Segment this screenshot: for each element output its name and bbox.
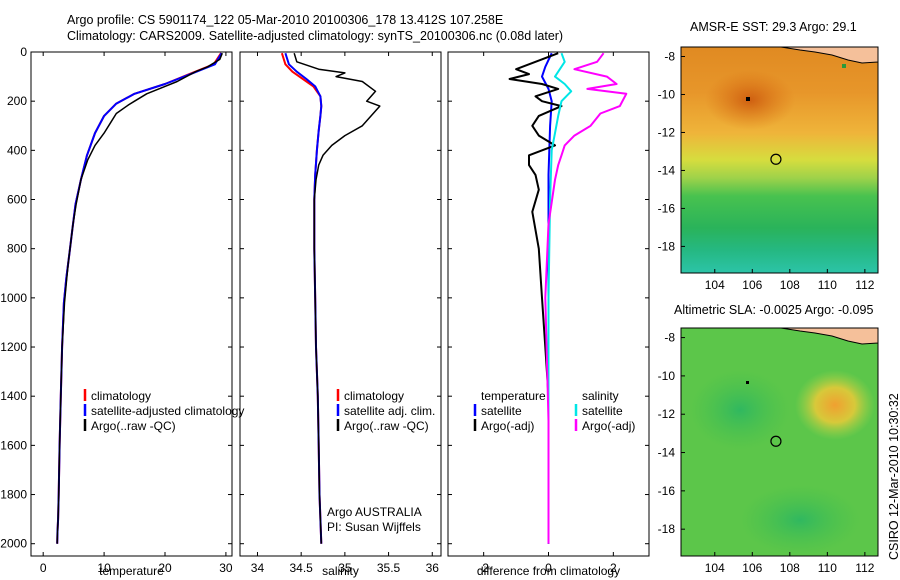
x-tick-label: 34 [251, 561, 265, 575]
x-tick-label: -2 [478, 561, 489, 575]
sla-low-patch-1 [690, 370, 790, 450]
profile-title-line2: Climatology: CARS2009. Satellite-adjuste… [67, 29, 564, 43]
map-y-tick-label: -18 [658, 239, 676, 253]
sst-land [780, 47, 878, 64]
map-x-tick-label: 112 [855, 561, 874, 575]
series-line-argo-raw-qc- [293, 52, 381, 544]
profile-location-marker [770, 435, 782, 447]
series-line-argo-raw-qc- [56, 52, 223, 544]
sst-pixel [842, 64, 846, 68]
annotation-text: PI: Susan Wijffels [327, 520, 421, 534]
annotation-text: Argo AUSTRALIA [327, 505, 422, 519]
x-tick-label: 20 [158, 561, 172, 575]
x-axis-label: difference from climatology [477, 564, 620, 578]
x-tick-label: 34.5 [289, 561, 313, 575]
legend-entry: Argo(-adj) [481, 419, 534, 433]
map-frame [680, 46, 879, 274]
map-y-tick-label: -18 [658, 522, 676, 536]
series-line-satellite [547, 52, 573, 544]
map-frame [680, 327, 879, 557]
map-x-tick-label: 108 [780, 561, 800, 575]
profile-location-marker [770, 153, 782, 165]
sla-high-patch [795, 370, 875, 440]
x-tick-label: 36 [426, 561, 440, 575]
y-tick-label: 400 [7, 143, 27, 157]
legend-entry: satellite [481, 404, 522, 418]
y-tick-label: 200 [7, 94, 27, 108]
map-x-tick-label: 110 [818, 561, 837, 575]
x-tick-label: 35.5 [377, 561, 401, 575]
legend-entry: climatology [344, 389, 404, 403]
legend-entry: Argo(..raw -QC) [91, 419, 176, 433]
sla-map-title: Altimetric SLA: -0.0025 Argo: -0.095 [674, 303, 874, 317]
x-axis-label: salinity [322, 564, 359, 578]
x-tick-label: 2 [610, 561, 617, 575]
map-y-tick-label: -16 [658, 201, 676, 215]
series-line-argo-adj- [544, 52, 628, 544]
sla-land [780, 328, 878, 345]
legend-entry: satellite adj. clim. [344, 404, 435, 418]
sla-map [681, 328, 878, 556]
series-line-climatology [56, 52, 222, 544]
x-tick-label: 10 [97, 561, 111, 575]
y-tick-label: 800 [7, 242, 27, 256]
sst-island [746, 97, 750, 101]
map-x-tick-label: 106 [742, 278, 762, 292]
profile-title-line1: Argo profile: CS 5901174_122 05-Mar-2010… [67, 13, 504, 27]
map-x-tick-label: 104 [705, 278, 725, 292]
y-tick-label: 1800 [0, 488, 27, 502]
y-tick-label: 1200 [0, 340, 27, 354]
y-tick-label: 1000 [0, 291, 27, 305]
x-tick-label: 0 [40, 561, 47, 575]
legend-entry: climatology [91, 389, 151, 403]
map-x-tick-label: 108 [780, 278, 800, 292]
series-line-satellite [541, 52, 553, 544]
map-y-tick-label: -8 [664, 49, 675, 63]
legend-entry: satellite [582, 404, 623, 418]
legend-entry: temperature [481, 389, 546, 403]
y-tick-label: 600 [7, 193, 27, 207]
x-axis-label: temperature [99, 564, 164, 578]
map-x-tick-label: 110 [818, 278, 837, 292]
x-tick-label: 35 [338, 561, 352, 575]
map-y-tick-label: -14 [658, 163, 676, 177]
legend-entry: salinity [582, 389, 619, 403]
map-y-tick-label: -8 [664, 331, 675, 345]
map-x-tick-label: 106 [742, 561, 762, 575]
legend-entry: Argo(-adj) [582, 419, 635, 433]
y-tick-label: 0 [20, 45, 27, 59]
map-y-tick-label: -16 [658, 484, 676, 498]
legend-entry: Argo(..raw -QC) [344, 419, 429, 433]
legend-entry: satellite-adjusted climatology [91, 404, 244, 418]
sst-map-title: AMSR-E SST: 29.3 Argo: 29.1 [690, 20, 857, 34]
series-line-argo-adj- [508, 52, 563, 544]
sla-island [746, 381, 749, 384]
sst-map [681, 47, 878, 273]
map-y-tick-label: -14 [658, 446, 676, 460]
y-tick-label: 1600 [0, 438, 27, 452]
map-y-tick-label: -12 [658, 407, 676, 421]
plot-frame-1 [30, 51, 233, 557]
map-x-tick-label: 112 [855, 278, 874, 292]
y-tick-label: 2000 [0, 537, 27, 551]
y-tick-label: 1400 [0, 389, 27, 403]
map-x-tick-label: 104 [705, 561, 725, 575]
x-tick-label: 30 [219, 561, 233, 575]
sla-low-patch-2 [740, 485, 860, 555]
x-tick-label: 0 [545, 561, 552, 575]
plot-frame-2 [239, 51, 442, 557]
map-y-tick-label: -10 [658, 87, 676, 101]
map-y-tick-label: -10 [658, 369, 676, 383]
map-y-tick-label: -12 [658, 125, 676, 139]
series-line-satellite-adjusted-climatology [56, 52, 223, 544]
